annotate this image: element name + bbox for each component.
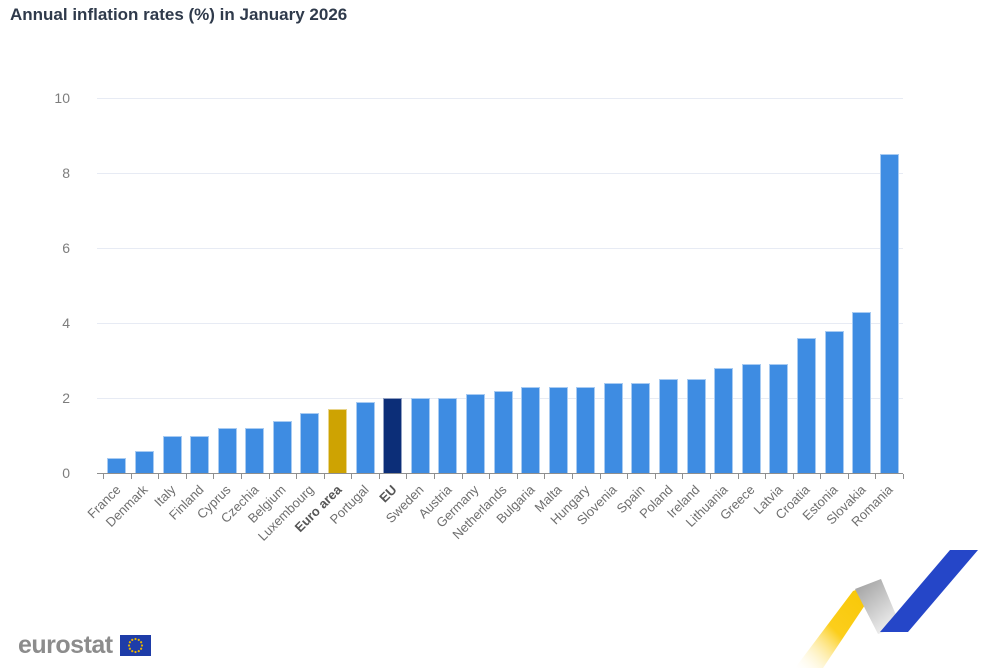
chart-title: Annual inflation rates (%) in January 20…	[10, 5, 348, 24]
x-axis-tick	[296, 474, 298, 479]
x-axis-tick	[875, 474, 877, 479]
bar-sweden[interactable]	[410, 398, 430, 473]
ribbon-gray-fold	[855, 579, 901, 634]
bar-poland[interactable]	[659, 379, 678, 474]
y-axis-tick-label: 2	[62, 390, 70, 406]
y-axis-tick-label: 0	[62, 465, 70, 481]
x-axis-tick	[158, 474, 160, 479]
eurostat-logo-text: eurostat	[18, 631, 113, 659]
x-axis-tick	[213, 474, 215, 479]
x-axis-tick	[268, 474, 270, 479]
bar-hungary[interactable]	[576, 386, 596, 474]
y-axis-tick-label: 10	[54, 90, 70, 106]
y-axis-tick-label: 6	[62, 240, 70, 256]
ribbon-blue-stripe	[880, 550, 978, 632]
x-axis-tick	[240, 474, 242, 479]
bar-malta[interactable]	[548, 386, 568, 474]
bar-czechia[interactable]	[245, 428, 265, 473]
x-axis-tick	[847, 474, 849, 479]
bar-bulgaria[interactable]	[521, 386, 541, 474]
x-axis-tick	[185, 474, 187, 479]
y-gridline	[97, 173, 903, 174]
x-axis-tick	[599, 474, 601, 479]
bar-belgium[interactable]	[272, 420, 292, 473]
x-axis-tick	[489, 474, 491, 479]
bar-cyprus[interactable]	[217, 428, 237, 473]
x-axis-tick	[737, 474, 739, 479]
bar-germany[interactable]	[465, 394, 485, 474]
x-axis-tick	[903, 474, 904, 479]
x-axis-tick	[461, 474, 463, 479]
bar-estonia[interactable]	[824, 330, 844, 473]
bar-austria[interactable]	[438, 398, 458, 473]
bar-slovakia[interactable]	[852, 311, 872, 474]
x-axis-tick	[627, 474, 629, 479]
bar-romania[interactable]	[879, 154, 899, 474]
x-axis-tick	[572, 474, 573, 479]
bar-france[interactable]	[107, 458, 127, 473]
x-axis-tick	[544, 474, 546, 479]
bar-denmark[interactable]	[134, 450, 154, 473]
bar-slovenia[interactable]	[603, 383, 623, 473]
bar-finland[interactable]	[190, 435, 210, 473]
x-axis-tick	[378, 474, 380, 479]
bar-latvia[interactable]	[769, 364, 789, 474]
x-axis-tick	[516, 474, 518, 479]
bar-eu[interactable]	[383, 398, 403, 473]
ribbon-yellow-stripe	[795, 581, 881, 668]
eurostat-logo: eurostat	[18, 630, 151, 660]
bar-greece[interactable]	[741, 364, 761, 474]
bar-lithuania[interactable]	[714, 368, 734, 473]
x-axis-tick	[323, 474, 325, 479]
x-axis-tick	[351, 474, 353, 479]
bar-italy[interactable]	[162, 435, 182, 473]
bar-netherlands[interactable]	[493, 390, 513, 473]
y-gridline	[97, 248, 903, 249]
eu-flag-icon	[119, 634, 151, 656]
x-axis-tick	[654, 474, 656, 479]
bar-spain[interactable]	[631, 383, 651, 473]
x-axis-tick	[820, 474, 822, 479]
x-axis-line	[97, 473, 903, 474]
y-axis-tick-label: 8	[62, 165, 70, 181]
x-axis-tick	[103, 474, 104, 479]
x-axis-tick	[130, 474, 132, 479]
bar-luxembourg[interactable]	[300, 413, 320, 473]
y-axis-tick-label: 4	[62, 315, 70, 331]
x-axis-tick	[792, 474, 794, 479]
decorative-ribbon-graphic	[795, 550, 978, 668]
bar-croatia[interactable]	[796, 338, 816, 473]
x-axis-tick	[434, 474, 435, 479]
bar-euro-area[interactable]	[328, 409, 347, 474]
bar-portugal[interactable]	[355, 401, 375, 474]
y-gridline	[97, 323, 903, 324]
bar-ireland[interactable]	[686, 379, 706, 474]
x-axis-tick	[406, 474, 408, 479]
x-axis-tick	[765, 474, 767, 479]
x-axis-tick	[682, 474, 684, 479]
x-axis-tick	[709, 474, 711, 479]
y-gridline	[97, 98, 903, 99]
